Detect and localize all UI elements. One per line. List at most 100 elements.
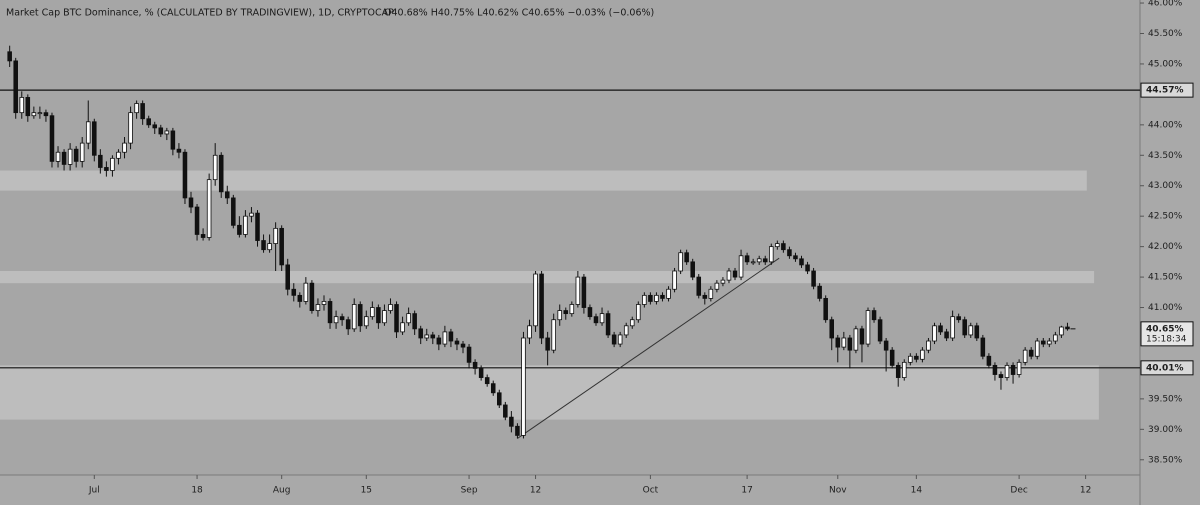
candle-body <box>865 310 871 345</box>
candle-body <box>805 264 810 272</box>
candle-body <box>1028 349 1034 357</box>
candle-body <box>406 313 411 324</box>
candle-body <box>859 328 865 345</box>
candle-body <box>545 337 550 351</box>
candle-body <box>279 227 284 266</box>
x-tick-label: Aug <box>273 486 291 496</box>
candle-body <box>19 97 25 114</box>
candle-body <box>31 112 37 117</box>
candle-body <box>466 346 472 363</box>
candle-body <box>883 340 889 351</box>
candle-body <box>533 273 538 327</box>
candle-body <box>285 264 290 290</box>
candle-body <box>497 392 502 406</box>
candle-body <box>164 130 170 135</box>
candle-body <box>200 234 206 238</box>
candle-body <box>527 325 532 339</box>
candle-body <box>394 304 399 333</box>
y-tick-label: 42.50% <box>1148 212 1183 222</box>
trendline <box>517 257 780 439</box>
candle-body <box>793 255 798 260</box>
candle-body <box>182 151 188 199</box>
candle-body <box>436 337 442 345</box>
candle-body <box>980 337 986 357</box>
candle-body <box>769 246 774 263</box>
candle-body <box>642 294 647 305</box>
candle-body <box>454 340 460 345</box>
candle-body <box>13 60 18 114</box>
candle-body <box>1022 349 1028 363</box>
candle-body <box>799 258 804 266</box>
candle-body <box>986 355 992 366</box>
candle-body <box>908 355 913 363</box>
candle-body <box>67 148 73 165</box>
y-tick-label: 39.00% <box>1148 425 1183 435</box>
candle-body <box>194 206 200 235</box>
candle-body <box>249 212 254 217</box>
candle-body <box>593 316 599 324</box>
candle-body <box>357 304 363 327</box>
candle-body <box>430 334 436 339</box>
candle-body <box>261 240 266 251</box>
y-tick-label: 39.50% <box>1148 394 1183 404</box>
candle-body <box>1004 364 1010 378</box>
candle-body <box>708 288 714 299</box>
candle-body <box>98 154 103 168</box>
candle-body <box>206 179 212 238</box>
candle-body <box>781 243 786 251</box>
candle-body <box>744 255 750 263</box>
candle-body <box>539 273 544 339</box>
candle-body <box>412 313 417 330</box>
candle-body <box>1047 340 1052 345</box>
candle-body <box>267 243 272 251</box>
candle-body <box>128 112 133 144</box>
candle-body <box>1053 334 1058 342</box>
candle-body <box>382 310 387 324</box>
chart-title: Market Cap BTC Dominance, % (CALCULATED … <box>6 8 394 19</box>
candle-body <box>901 361 907 378</box>
candle-body <box>690 261 695 278</box>
candle-body <box>829 319 835 339</box>
x-tick-label: 12 <box>530 486 541 496</box>
candle-body <box>678 252 683 272</box>
candle-body <box>122 142 127 153</box>
candle-body <box>55 151 61 162</box>
candle-body <box>775 243 780 248</box>
x-tick-label: Oct <box>643 486 659 496</box>
candle-body <box>79 142 85 162</box>
candle-body <box>152 124 158 129</box>
candle-body <box>176 148 182 153</box>
candle-body <box>926 340 931 351</box>
level-label-box <box>1140 360 1194 376</box>
candle-body <box>116 151 121 159</box>
candle-body <box>732 270 738 278</box>
candle-body <box>37 112 43 115</box>
y-tick-label: 43.50% <box>1148 151 1183 161</box>
candle-body <box>551 319 556 351</box>
candle-body <box>212 154 218 181</box>
candle-body <box>503 404 508 418</box>
y-tick-label: 44.00% <box>1148 120 1183 130</box>
candle-body <box>920 349 925 360</box>
candle-body <box>472 361 478 369</box>
candle-body <box>877 319 883 342</box>
candle-body <box>85 121 91 144</box>
candle-body <box>853 328 859 351</box>
candle-body <box>841 337 847 348</box>
candle-body <box>424 334 430 339</box>
candle-body <box>43 112 49 117</box>
candle-body <box>581 276 587 308</box>
candle-body <box>225 191 230 199</box>
candle-body <box>1034 340 1040 357</box>
candle-body <box>104 167 109 171</box>
candle-body <box>563 310 569 315</box>
candle-body <box>484 377 490 385</box>
candle-body <box>345 319 351 330</box>
candle-body <box>835 337 841 348</box>
level-label: 40.01% <box>1146 363 1184 373</box>
x-tick-label: 15 <box>361 486 372 496</box>
candle-body <box>611 334 617 345</box>
candle-body <box>1041 340 1046 345</box>
last-price-box <box>1140 321 1194 347</box>
candle-body <box>998 374 1004 378</box>
